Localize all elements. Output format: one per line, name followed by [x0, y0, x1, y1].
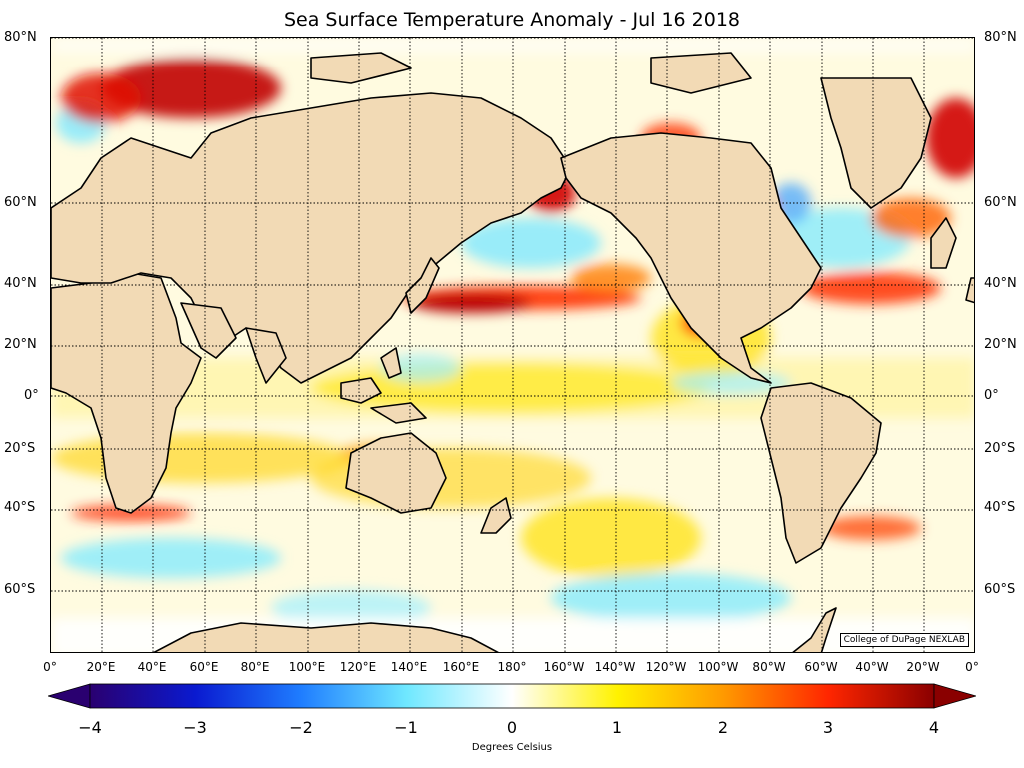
lat-label-right: 40°S [984, 500, 1016, 515]
lon-label: 100°E [288, 660, 326, 674]
lat-label-left: 0° [24, 388, 39, 403]
lon-label: 100°W [697, 660, 739, 674]
anomaly-field [51, 38, 974, 652]
colorbar-tick: −1 [394, 718, 418, 737]
lon-label: 120°W [645, 660, 687, 674]
lon-label: 140°E [390, 660, 428, 674]
lat-label-left: 60°S [4, 582, 36, 597]
colorbar [46, 683, 978, 709]
land-masses [51, 52, 974, 652]
colorbar-max-extend [933, 683, 978, 709]
lat-label-left: 80°N [4, 30, 37, 45]
lon-label: 20°W [906, 660, 940, 674]
lat-label-left: 40°S [4, 500, 36, 515]
lat-label-left: 60°N [4, 195, 37, 210]
lon-label: 160°W [543, 660, 585, 674]
sst-anomaly-map [50, 37, 975, 653]
colorbar-tick: 2 [717, 718, 729, 737]
colorbar-tick: 3 [822, 718, 834, 737]
lon-label: 0° [965, 660, 979, 674]
lon-label: 140°W [594, 660, 636, 674]
colorbar-tick: −4 [78, 718, 102, 737]
lat-label-right: 20°N [984, 337, 1017, 352]
colorbar-min-extend [46, 683, 91, 709]
credit-label: College of DuPage NEXLAB [839, 633, 969, 647]
lat-label-right: 60°S [984, 582, 1016, 597]
lat-label-right: 0° [984, 388, 999, 403]
lon-label: 120°E [339, 660, 377, 674]
colorbar-label: Degrees Celsius [471, 742, 553, 753]
lon-label: 180° [497, 660, 527, 674]
colorbar-gradient [89, 683, 935, 709]
lat-label-right: 80°N [984, 30, 1017, 45]
colorbar-tick: −2 [289, 718, 313, 737]
colorbar-tick: 4 [928, 718, 940, 737]
map-title: Sea Surface Temperature Anomaly - Jul 16… [283, 9, 741, 31]
lon-label: 160°E [442, 660, 480, 674]
colorbar-tick: 0 [506, 718, 518, 737]
colorbar-tick: 1 [611, 718, 623, 737]
lon-label: 60°E [189, 660, 219, 674]
lon-label: 40°E [137, 660, 167, 674]
lat-label-right: 40°N [984, 276, 1017, 291]
lat-label-left: 20°N [4, 337, 37, 352]
lon-label: 80°E [240, 660, 270, 674]
lat-label-left: 40°N [4, 276, 37, 291]
colorbar-tick: −3 [183, 718, 207, 737]
graticule [51, 38, 974, 652]
lon-label: 20°E [86, 660, 116, 674]
lat-label-right: 20°S [984, 441, 1016, 456]
lon-label: 80°W [752, 660, 786, 674]
lon-label: 40°W [855, 660, 889, 674]
lat-label-left: 20°S [4, 441, 36, 456]
lon-label: 60°W [804, 660, 838, 674]
lon-label: 0° [43, 660, 57, 674]
lat-label-right: 60°N [984, 195, 1017, 210]
